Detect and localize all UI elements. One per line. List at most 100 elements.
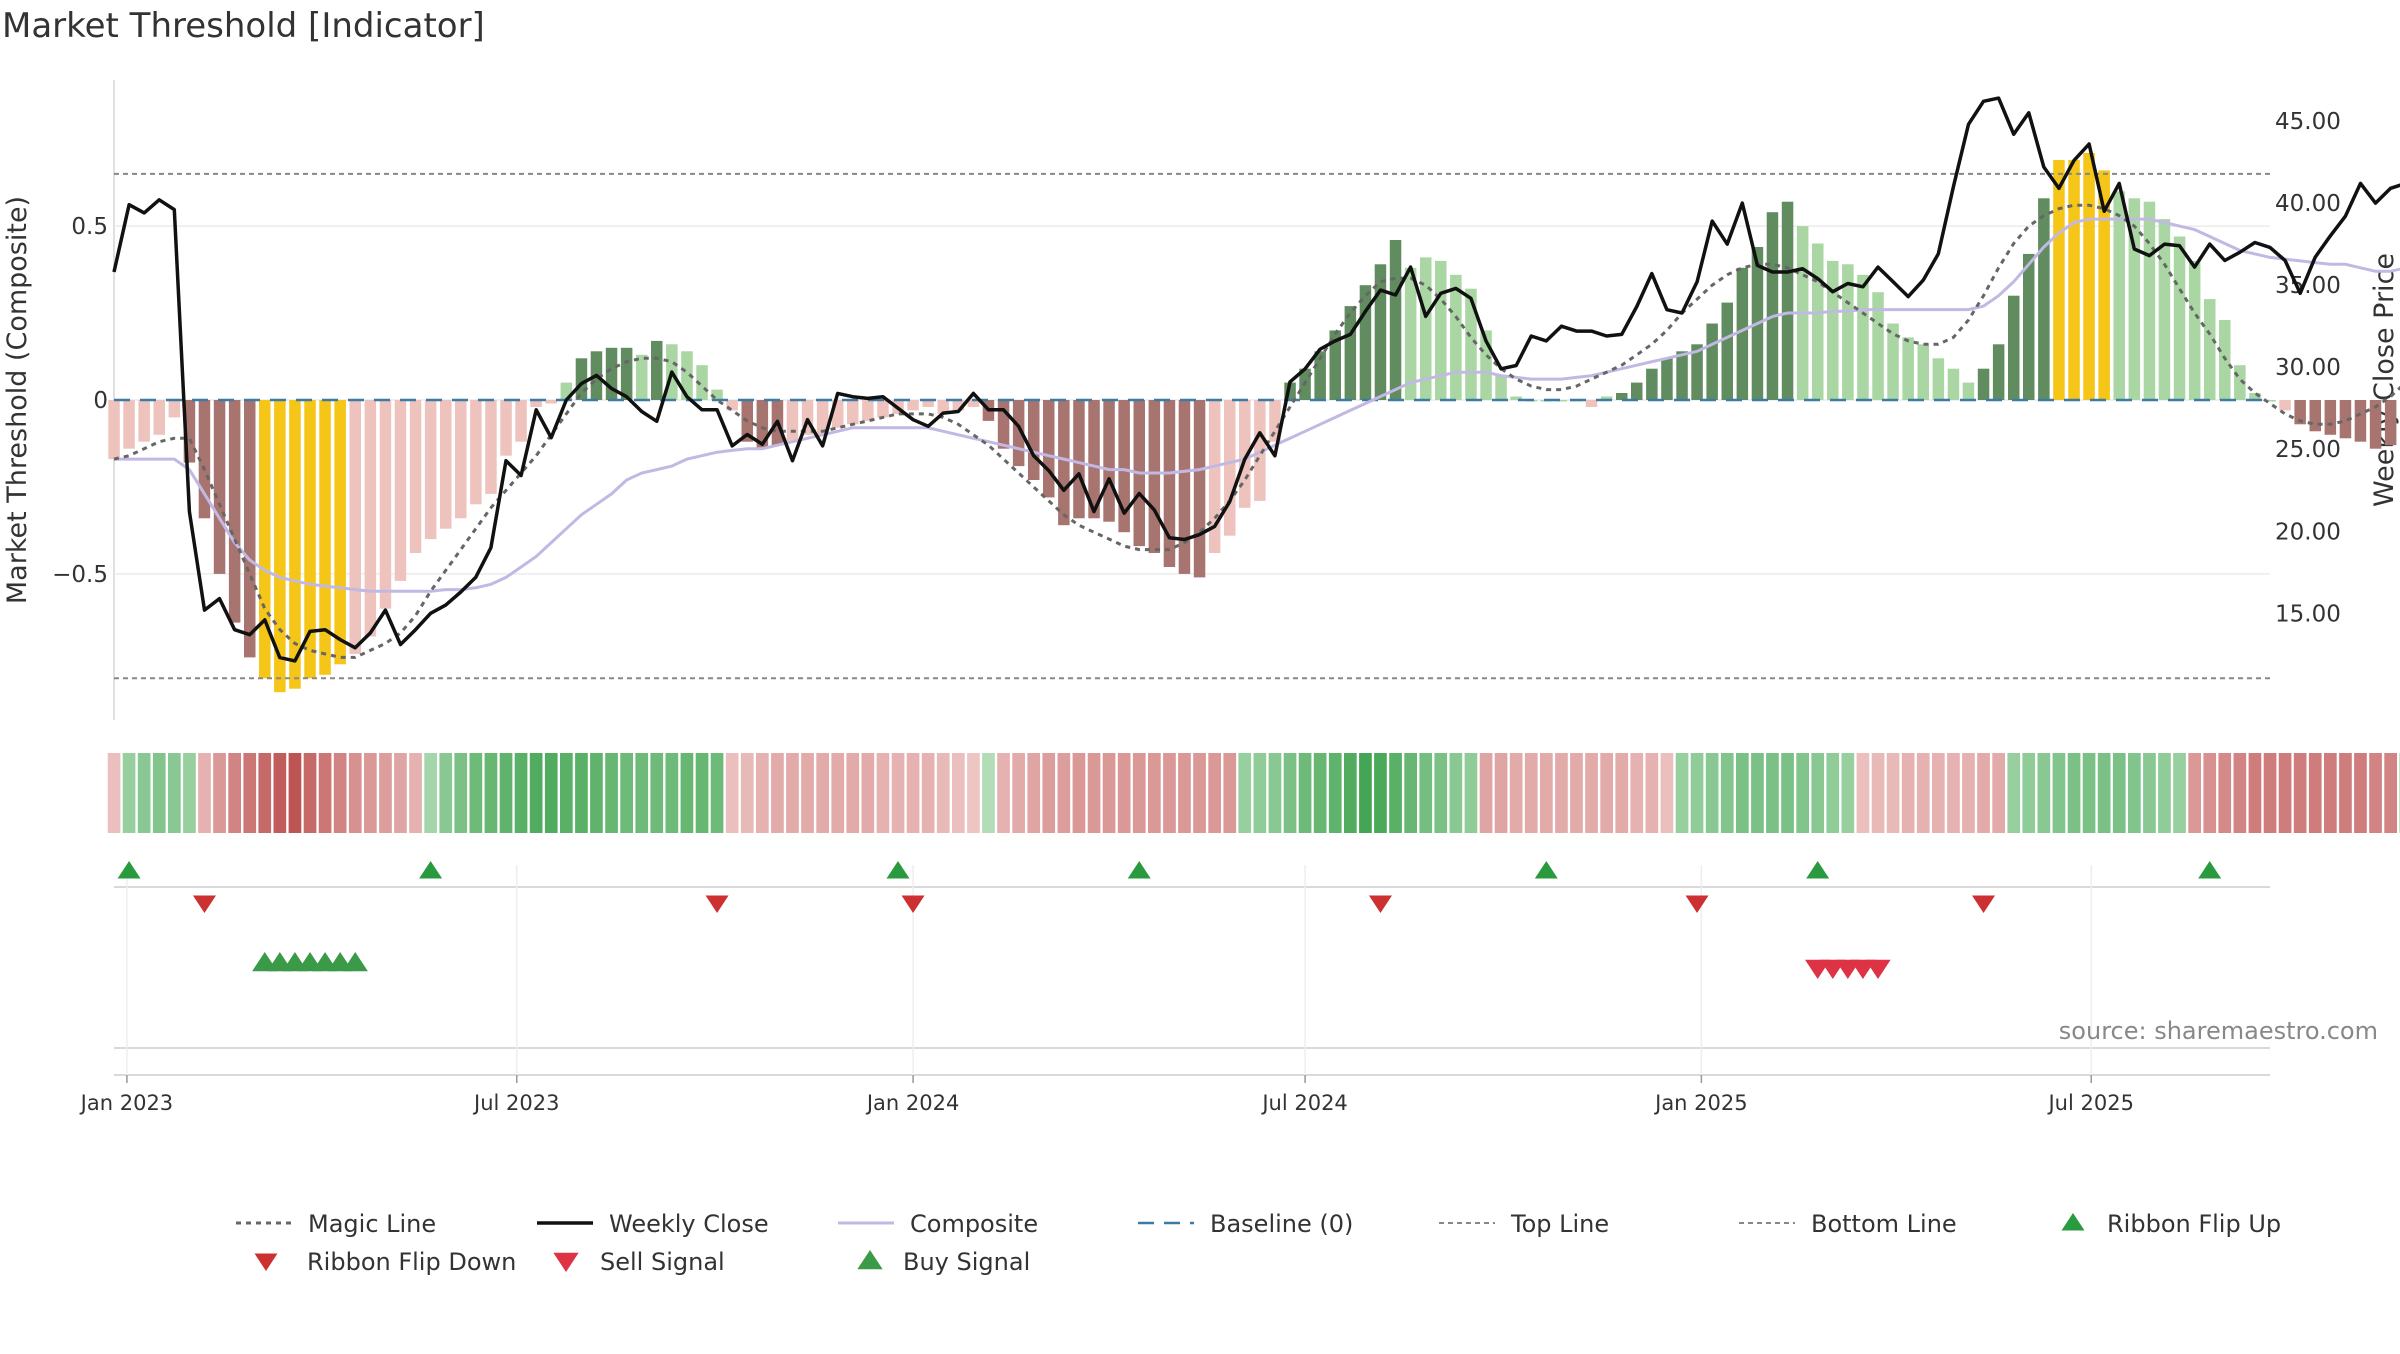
composite-bar [1178,400,1191,574]
ribbon-cell [2369,753,2382,833]
buy-signal-marker [342,952,368,972]
ribbon-cell [2339,753,2352,833]
ribbon-cell [1087,753,1101,833]
composite-bar [228,400,241,623]
legend-label: Baseline (0) [1210,1210,1353,1238]
ribbon-cell [2067,753,2081,833]
ribbon-flip-up-marker [419,861,443,879]
ribbon-cell [560,753,573,833]
composite-bar [2083,153,2095,400]
ribbon-cell [1328,753,1342,833]
ribbon-flip-down-marker [192,895,216,913]
left-tick-label: −0.5 [52,562,108,588]
ribbon-cell [1826,753,1840,833]
chart-title: Market Threshold [Indicator] [2,6,485,46]
composite-bar [756,400,769,449]
ribbon-cell [1374,753,1387,833]
composite-bar [922,400,934,407]
ribbon-cell [1193,753,1206,833]
right-tick-label: 30.00 [2275,355,2341,381]
ribbon-cell [2052,753,2066,833]
ribbon-cell [1509,753,1523,833]
ribbon-cell [1781,753,1794,833]
composite-bar [1646,368,1658,400]
legend-label: Bottom Line [1811,1210,1957,1238]
ribbon-cell [575,753,588,833]
ribbon-cell [997,753,1010,833]
ribbon-cell [484,753,498,833]
ribbon-cell [2233,753,2247,833]
legend-label: Sell Signal [600,1248,725,1276]
ribbon-cell [952,753,965,833]
composite-bar [2264,400,2276,402]
composite-bar [1193,400,1206,578]
composite-bar [1992,344,2005,400]
ribbon-flip-down-marker [901,895,925,913]
ribbon-cell [454,753,468,833]
composite-bar [967,400,980,407]
composite-bar [1766,212,1779,400]
composite-bar [1932,358,1945,400]
ribbon-cell [1886,753,1900,833]
composite-bar [1736,267,1749,400]
ribbon-cell [2384,753,2397,833]
ribbon-cell [107,753,121,833]
composite-bar [2038,198,2050,400]
ribbon-cell [801,753,814,833]
composite-bar [952,400,965,411]
ribbon-cell [1675,753,1689,833]
ribbon-cell [258,753,272,833]
ribbon-cell [967,753,980,833]
composite-bar [1088,400,1100,519]
composite-bar [2204,299,2216,400]
legend-swatch [2061,1213,2085,1231]
composite-bar [1389,240,1402,400]
composite-bar [636,354,648,400]
ribbon-cell [921,753,935,833]
ribbon-cell [1871,753,1885,833]
x-tick-label: Jan 2025 [1653,1091,1748,1115]
ribbon-cell [1042,753,1056,833]
composite-bar [1902,337,1914,400]
composite-bar [2158,219,2171,400]
composite-bar [1585,400,1598,407]
left-tick-label: 0 [93,388,108,414]
ribbon-cell [1163,753,1176,833]
composite-bar [364,400,377,637]
ribbon-cell [1389,753,1402,833]
ribbon-cell [2203,753,2217,833]
composite-bar [1435,260,1447,400]
ribbon-cell [2082,753,2096,833]
legend-item-buy: Buy Signal [857,1248,1030,1276]
ribbon-cell [1464,753,1478,833]
ribbon-cell [2218,753,2232,833]
composite-bar [2369,400,2382,449]
right-tick-label: 20.00 [2275,519,2341,545]
composite-bar [1827,260,1839,400]
legend-item-flipup: Ribbon Flip Up [2061,1210,2281,1238]
ribbon-cell [1283,753,1297,833]
ribbon-cell [1344,753,1357,833]
composite-bar [304,400,316,679]
ribbon-cell [1148,753,1161,833]
composite-bar [1555,400,1568,402]
ribbon-cell [861,753,875,833]
ribbon-cell [1494,753,1508,833]
composite-bar [1616,393,1628,400]
composite-bar [1103,400,1115,522]
composite-bar [711,389,723,400]
ribbon-cell [137,753,151,833]
composite-bar [108,400,120,460]
composite-bar [1510,396,1522,400]
composite-bar [651,340,663,400]
composite-bar [485,400,497,494]
ribbon-cell [1705,753,1719,833]
composite-bar [1058,400,1070,526]
ribbon-cell [2263,753,2277,833]
composite-bars [108,153,2397,693]
ribbon-cell [740,753,754,833]
ribbon-cell [529,753,543,833]
ribbon-cell [303,753,317,833]
ribbon-cell [786,753,799,833]
